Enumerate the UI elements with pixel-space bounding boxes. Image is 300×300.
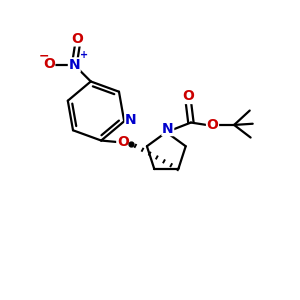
Text: −: − [39,50,50,63]
Text: N: N [162,122,174,136]
Text: N: N [125,113,136,127]
Text: O: O [207,118,218,132]
Text: O: O [71,32,83,46]
Text: O: O [43,57,55,71]
Text: N: N [68,58,80,72]
Text: O: O [117,135,129,149]
Text: O: O [183,89,194,103]
Text: +: + [80,50,88,60]
